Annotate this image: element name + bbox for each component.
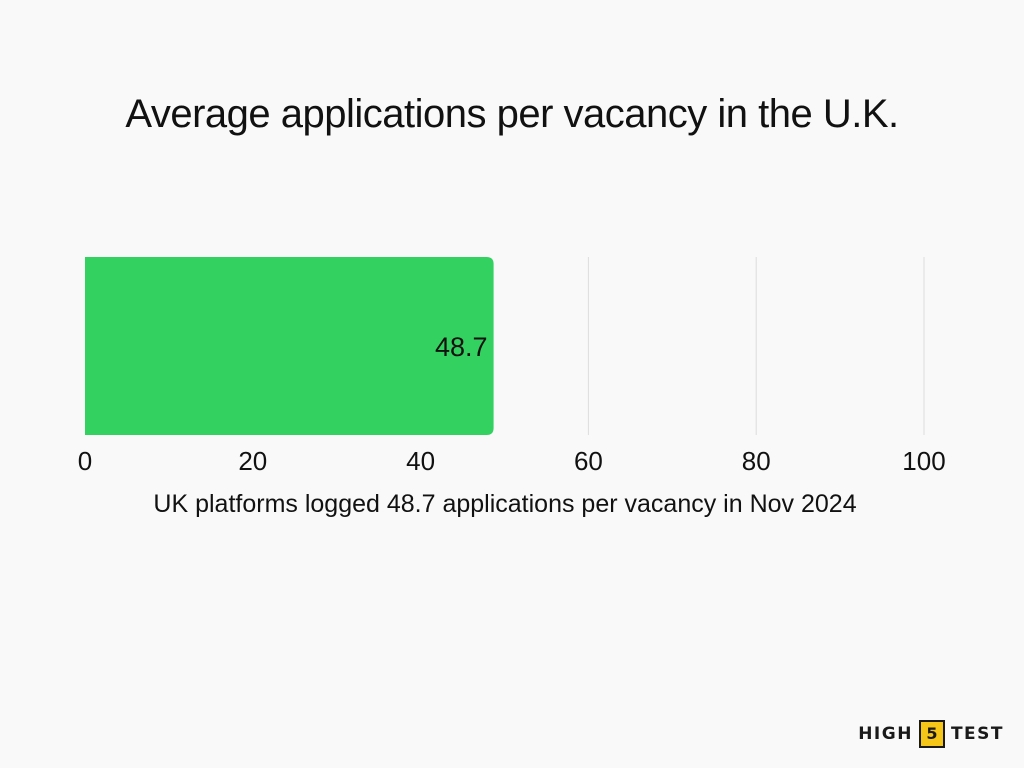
logo-text-left: HIGH [858,724,913,744]
brand-logo: HIGH 5 TEST [858,720,1004,748]
logo-text-right: TEST [950,724,1004,744]
logo-number: 5 [918,720,945,748]
x-tick-label-20: 20 [238,446,267,476]
bar-0 [85,257,494,435]
bar-data-label-0: 48.7 [435,332,488,362]
chart-title: Average applications per vacancy in the … [125,92,899,136]
bar-chart: 48.7 0 20 40 60 80 100 [78,257,946,476]
x-tick-label-40: 40 [406,446,435,476]
x-tick-label-80: 80 [742,446,771,476]
x-tick-label-100: 100 [902,446,945,476]
x-axis-ticks: 0 20 40 60 80 100 [78,446,946,476]
x-tick-label-60: 60 [574,446,603,476]
bars: 48.7 [85,257,494,435]
x-tick-label-0: 0 [78,446,92,476]
x-axis-label: UK platforms logged 48.7 applications pe… [153,490,857,518]
